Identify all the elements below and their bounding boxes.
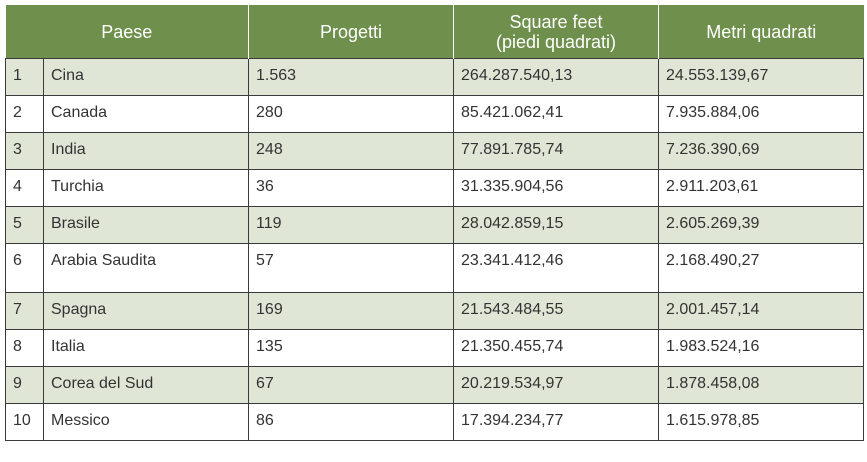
square-feet-cell: 85.421.062,41 [453, 95, 660, 133]
square-feet-cell: 23.341.412,46 [453, 243, 660, 293]
square-meters-cell: 1.878.458,08 [658, 366, 865, 404]
projects-cell: 248 [248, 132, 455, 170]
countries-table: Paese Progetti Square feet (piedi quadra… [5, 5, 865, 441]
row-number-cell: 1 [5, 58, 44, 96]
square-meters-cell: 7.236.390,69 [658, 132, 865, 170]
country-cell: Brasile [42, 206, 250, 244]
country-cell: Messico [42, 403, 250, 441]
table-row: 5 Brasile 119 28.042.859,15 2.605.269,39 [5, 206, 865, 244]
country-cell: Turchia [42, 169, 250, 207]
header-metri-quadrati: Metri quadrati [658, 5, 864, 59]
table-row: 4 Turchia 36 31.335.904,56 2.911.203,61 [5, 169, 865, 207]
square-feet-cell: 17.394.234,77 [453, 403, 660, 441]
square-meters-cell: 1.983.524,16 [658, 329, 865, 367]
row-number-cell: 6 [5, 243, 44, 293]
table-row: 7 Spagna 169 21.543.484,55 2.001.457,14 [5, 292, 865, 330]
row-number-cell: 10 [5, 403, 44, 441]
row-number-cell: 2 [5, 95, 44, 133]
table-row: 8 Italia 135 21.350.455,74 1.983.524,16 [5, 329, 865, 367]
projects-cell: 57 [248, 243, 455, 293]
country-cell: Arabia Saudita [42, 243, 250, 293]
country-cell: Cina [42, 58, 250, 96]
country-cell: Spagna [42, 292, 250, 330]
table-row: 1 Cina 1.563 264.287.540,13 24.553.139,67 [5, 58, 865, 96]
square-meters-cell: 2.001.457,14 [658, 292, 865, 330]
square-meters-cell: 7.935.884,06 [658, 95, 865, 133]
table-row: 9 Corea del Sud 67 20.219.534,97 1.878.458,0… [5, 366, 865, 404]
row-number-cell: 4 [5, 169, 44, 207]
table-body: 1 Cina 1.563 264.287.540,13 24.553.139,67 2 Ca… [5, 58, 865, 441]
square-feet-cell: 31.335.904,56 [453, 169, 660, 207]
square-meters-cell: 24.553.139,67 [658, 58, 865, 96]
row-number-cell: 5 [5, 206, 44, 244]
projects-cell: 169 [248, 292, 455, 330]
square-meters-cell: 1.615.978,85 [658, 403, 865, 441]
projects-cell: 86 [248, 403, 455, 441]
square-feet-cell: 28.042.859,15 [453, 206, 660, 244]
square-feet-cell: 21.543.484,55 [453, 292, 660, 330]
header-row: Paese Progetti Square feet (piedi quadra… [5, 5, 864, 59]
header-progetti: Progetti [248, 5, 454, 59]
square-meters-cell: 2.605.269,39 [658, 206, 865, 244]
header-square-feet: Square feet (piedi quadrati) [453, 5, 659, 59]
table-row: 2 Canada 280 85.421.062,41 7.935.884,06 [5, 95, 865, 133]
table-header: Paese Progetti Square feet (piedi quadra… [5, 5, 864, 59]
table-row: 3 India 248 77.891.785,74 7.236.390,69 [5, 132, 865, 170]
header-square-feet-line2: (piedi quadrati) [495, 31, 617, 52]
country-cell: Canada [42, 95, 250, 133]
country-cell: Italia [42, 329, 250, 367]
square-meters-cell: 2.168.490,27 [658, 243, 865, 293]
projects-cell: 1.563 [248, 58, 455, 96]
square-feet-cell: 21.350.455,74 [453, 329, 660, 367]
square-feet-cell: 77.891.785,74 [453, 132, 660, 170]
square-feet-cell: 264.287.540,13 [453, 58, 660, 96]
header-square-feet-line1: Square feet [509, 11, 603, 32]
table-row: 6 Arabia Saudita 57 23.341.412,46 2.168.490,… [5, 243, 865, 293]
projects-cell: 280 [248, 95, 455, 133]
row-number-cell: 3 [5, 132, 44, 170]
projects-cell: 36 [248, 169, 455, 207]
country-cell: Corea del Sud [42, 366, 250, 404]
countries-table-container: Paese Progetti Square feet (piedi quadra… [5, 5, 865, 441]
table-row: 10 Messico 86 17.394.234,77 1.615.978,85 [5, 403, 865, 441]
row-number-cell: 8 [5, 329, 44, 367]
header-paese: Paese [5, 5, 249, 59]
projects-cell: 119 [248, 206, 455, 244]
country-cell: India [42, 132, 250, 170]
row-number-cell: 9 [5, 366, 44, 404]
projects-cell: 67 [248, 366, 455, 404]
square-meters-cell: 2.911.203,61 [658, 169, 865, 207]
row-number-cell: 7 [5, 292, 44, 330]
square-feet-cell: 20.219.534,97 [453, 366, 660, 404]
projects-cell: 135 [248, 329, 455, 367]
